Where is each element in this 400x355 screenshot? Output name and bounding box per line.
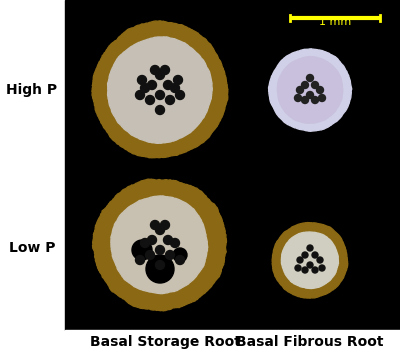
Polygon shape: [108, 37, 212, 143]
Circle shape: [295, 265, 301, 271]
Text: 1 mm: 1 mm: [319, 17, 351, 27]
Circle shape: [164, 81, 172, 89]
Circle shape: [140, 239, 150, 247]
Circle shape: [166, 251, 174, 260]
Circle shape: [136, 91, 144, 99]
Circle shape: [170, 239, 180, 247]
Circle shape: [150, 220, 160, 229]
Circle shape: [148, 81, 156, 89]
Circle shape: [318, 94, 326, 102]
Circle shape: [294, 94, 302, 102]
Circle shape: [302, 252, 308, 258]
Circle shape: [176, 256, 184, 264]
Circle shape: [307, 262, 313, 268]
Circle shape: [312, 267, 318, 273]
Circle shape: [156, 91, 164, 99]
Circle shape: [156, 261, 164, 269]
Circle shape: [312, 82, 318, 88]
Circle shape: [316, 87, 324, 93]
Circle shape: [160, 220, 170, 229]
Circle shape: [156, 246, 164, 255]
Circle shape: [160, 66, 170, 75]
Circle shape: [307, 245, 313, 251]
Polygon shape: [272, 223, 348, 298]
Circle shape: [138, 76, 146, 84]
Circle shape: [156, 71, 164, 80]
Text: High P: High P: [6, 83, 58, 97]
Circle shape: [166, 95, 174, 104]
Circle shape: [319, 265, 325, 271]
Circle shape: [150, 66, 160, 75]
Circle shape: [306, 75, 314, 82]
Text: Basal Fibrous Root: Basal Fibrous Root: [236, 335, 384, 349]
Circle shape: [156, 105, 164, 115]
Circle shape: [302, 267, 308, 273]
Circle shape: [164, 235, 172, 245]
Polygon shape: [111, 196, 208, 294]
Circle shape: [302, 82, 308, 88]
Circle shape: [146, 255, 174, 283]
Circle shape: [306, 92, 314, 98]
Polygon shape: [92, 179, 226, 311]
Circle shape: [148, 235, 156, 245]
Circle shape: [296, 87, 304, 93]
Polygon shape: [268, 49, 352, 131]
Circle shape: [312, 97, 318, 104]
Circle shape: [297, 257, 303, 263]
Circle shape: [174, 76, 182, 84]
Circle shape: [302, 97, 308, 104]
Circle shape: [146, 251, 154, 260]
Circle shape: [173, 248, 187, 262]
Circle shape: [176, 91, 184, 99]
Circle shape: [132, 240, 152, 260]
Text: Basal Storage Root: Basal Storage Root: [90, 335, 240, 349]
Circle shape: [146, 95, 154, 104]
Polygon shape: [92, 21, 228, 158]
Polygon shape: [277, 56, 343, 123]
Circle shape: [156, 225, 164, 235]
Circle shape: [140, 83, 150, 93]
Bar: [65, 0, 400, 330]
Circle shape: [136, 256, 144, 264]
Text: Low P: Low P: [9, 241, 55, 255]
Circle shape: [170, 83, 180, 93]
Bar: [0, 0, 65, 355]
Circle shape: [317, 257, 323, 263]
Circle shape: [312, 252, 318, 258]
Polygon shape: [281, 232, 338, 289]
Bar: [65, 330, 400, 355]
